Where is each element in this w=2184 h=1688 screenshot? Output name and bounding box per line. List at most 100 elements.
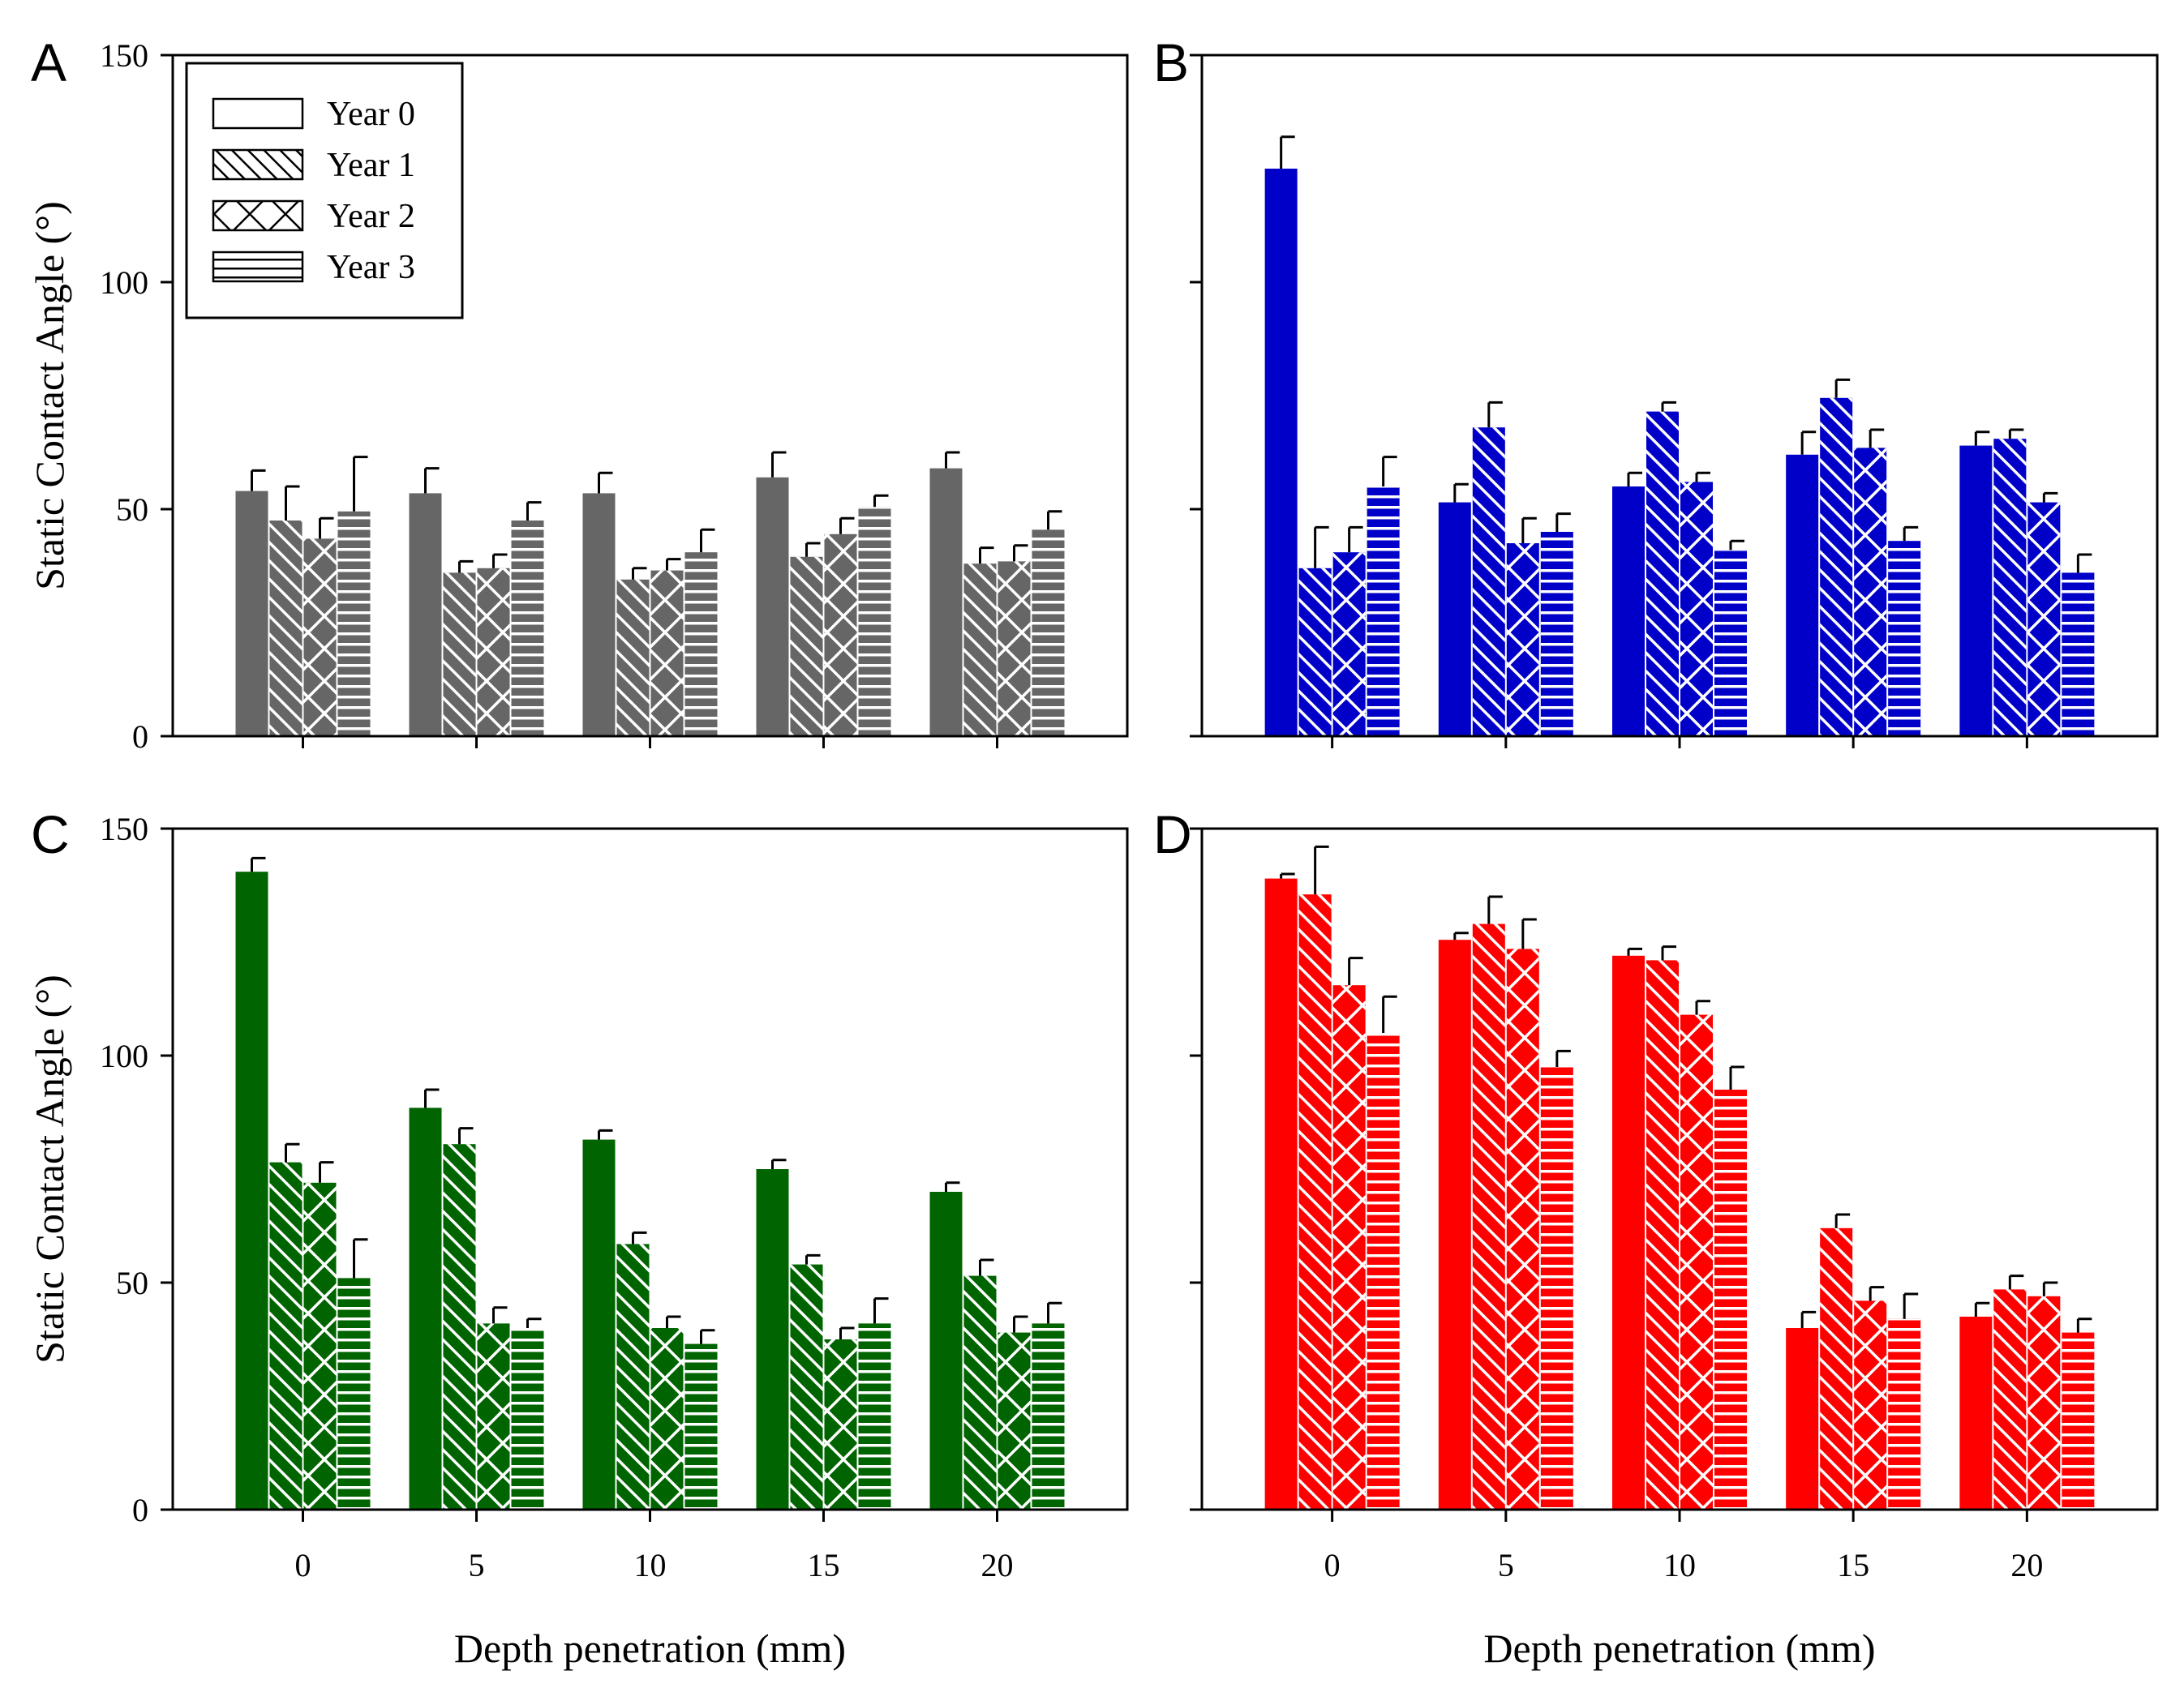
bar-hatch-p2-cat-0-year-3 (337, 1278, 371, 1510)
bar-p0-cat-20-year-0 (929, 468, 963, 736)
x-tick-label-p2-20: 20 (981, 1547, 1014, 1583)
bar-hatch-p2-cat-20-year-2 (998, 1332, 1031, 1510)
legend-swatch-year-3 (212, 251, 304, 283)
bar-hatch-p1-cat-15-year-1 (1820, 397, 1853, 736)
bar-p2-cat-10-year-0 (582, 1139, 616, 1510)
bar-p3-cat-10-year-0 (1612, 955, 1645, 1510)
bar-hatch-p0-cat-10-year-3 (684, 552, 718, 736)
bar-hatch-p1-cat-10-year-2 (1680, 482, 1713, 736)
x-tick-label-p2-0: 0 (295, 1547, 311, 1583)
y-axis-title-p2: Static Contact Angle (°) (27, 975, 72, 1364)
plot-frame-p2 (171, 827, 1129, 1511)
bar-p0-cat-5-year-0 (409, 493, 442, 736)
x-axis-title-p3: Depth penetration (mm) (1483, 1626, 1875, 1671)
x-tick-label-p3-20: 20 (2010, 1547, 2043, 1583)
bar-p0-cat-10-year-0 (582, 493, 616, 736)
bar-hatch-p0-cat-20-year-1 (963, 563, 997, 736)
bar-hatch-p1-cat-10-year-3 (1714, 550, 1747, 736)
y-tick-label-p0-50: 50 (116, 491, 148, 528)
plot-frame-p3 (1200, 827, 2159, 1511)
bar-hatch-p3-cat-15-year-3 (1888, 1318, 1921, 1510)
y-tick-label-p2-50: 50 (116, 1265, 148, 1301)
bar-p0-cat-0-year-0 (235, 491, 268, 736)
panel-letter-d: D (1153, 804, 1192, 864)
y-tick-label-p0-100: 100 (100, 264, 148, 301)
bar-hatch-p3-cat-5-year-1 (1472, 923, 1505, 1510)
bar-hatch-p0-cat-5-year-2 (477, 568, 510, 736)
bar-hatch-p0-cat-15-year-1 (790, 556, 823, 736)
panel-c: 0 5 10 15 20 0 50 100 150 Static Contact Angle (°… (27, 811, 1129, 1671)
bar-p2-cat-5-year-0 (409, 1107, 442, 1510)
y-tick-label-p0-0: 0 (132, 718, 148, 755)
bar-p0-cat-15-year-0 (756, 477, 789, 736)
bar-p3-cat-0-year-0 (1264, 878, 1298, 1510)
legend-label-year-0: Year 0 (327, 96, 415, 133)
bar-hatch-p0-cat-15-year-3 (858, 507, 891, 736)
bar-hatch-p3-cat-5-year-2 (1506, 949, 1539, 1510)
bar-hatch-p1-cat-5-year-3 (1540, 532, 1573, 736)
bar-hatch-p2-cat-0-year-2 (303, 1182, 337, 1510)
bar-hatch-p3-cat-0-year-2 (1332, 985, 1366, 1510)
y-tick-label-p2-0: 0 (132, 1492, 148, 1528)
bar-hatch-p0-cat-0-year-1 (269, 521, 302, 736)
bar-p2-cat-0-year-0 (235, 872, 268, 1510)
bar-p3-cat-15-year-0 (1786, 1328, 1819, 1510)
bar-hatch-p0-cat-0-year-2 (303, 538, 337, 736)
bar-hatch-p1-cat-15-year-2 (1854, 448, 1887, 736)
bar-hatch-p1-cat-5-year-1 (1472, 427, 1505, 736)
bar-p1-cat-15-year-0 (1786, 454, 1819, 736)
bar-hatch-p1-cat-0-year-1 (1298, 568, 1332, 736)
bar-hatch-p0-cat-20-year-2 (998, 561, 1031, 736)
bar-hatch-p0-cat-0-year-3 (337, 511, 371, 736)
bar-p1-cat-5-year-0 (1438, 502, 1471, 736)
bar-hatch-p2-cat-20-year-3 (1032, 1323, 1065, 1510)
bar-hatch-p3-cat-15-year-1 (1820, 1227, 1853, 1510)
y-tick-label-p2-100: 100 (100, 1038, 148, 1074)
bar-hatch-p2-cat-5-year-1 (443, 1144, 476, 1510)
bar-hatch-p3-cat-20-year-2 (2027, 1296, 2061, 1510)
bar-hatch-p2-cat-0-year-1 (269, 1162, 302, 1510)
bar-p1-cat-10-year-0 (1612, 486, 1645, 736)
legend-label-year-2: Year 2 (327, 198, 415, 235)
bar-p1-cat-20-year-0 (1959, 445, 1993, 736)
x-axis-title-p2: Depth penetration (mm) (454, 1626, 846, 1671)
bar-hatch-p2-cat-15-year-1 (790, 1264, 823, 1510)
bar-hatch-p1-cat-15-year-3 (1888, 541, 1921, 736)
bar-hatch-p0-cat-5-year-3 (511, 521, 544, 736)
bar-hatch-p2-cat-5-year-3 (511, 1328, 544, 1510)
y-tick-label-p0-150: 150 (100, 37, 148, 74)
bar-p1-cat-0-year-0 (1264, 169, 1298, 736)
y-tick-label-p2-150: 150 (100, 811, 148, 847)
panel-letter-c: C (31, 804, 70, 864)
bar-p3-cat-5-year-0 (1438, 940, 1471, 1510)
bar-hatch-p2-cat-10-year-2 (650, 1328, 684, 1510)
bar-hatch-p1-cat-20-year-1 (1993, 439, 2027, 736)
bar-hatch-p0-cat-5-year-1 (443, 572, 476, 736)
bar-hatch-p3-cat-0-year-3 (1367, 1033, 1400, 1510)
bar-hatch-p2-cat-10-year-3 (684, 1343, 718, 1510)
bar-hatch-p3-cat-15-year-2 (1854, 1300, 1887, 1510)
x-tick-label-p2-10: 10 (634, 1547, 667, 1583)
bar-hatch-p3-cat-10-year-1 (1646, 960, 1679, 1510)
bar-hatch-p0-cat-15-year-2 (824, 533, 857, 736)
x-tick-label-p3-0: 0 (1324, 1547, 1341, 1583)
y-axis-title-p0: Static Contact Angle (°) (27, 201, 72, 590)
bar-hatch-p1-cat-0-year-3 (1367, 486, 1400, 736)
panel-b (1190, 54, 2159, 748)
bar-hatch-p2-cat-5-year-2 (477, 1323, 510, 1510)
bar-hatch-p1-cat-10-year-1 (1646, 411, 1679, 736)
x-tick-label-p2-5: 5 (469, 1547, 485, 1583)
x-tick-label-p2-15: 15 (808, 1547, 840, 1583)
panel-d: 0 5 10 15 20 Depth penetration (mm) (1190, 827, 2159, 1671)
plot-frame-p1 (1200, 54, 2159, 738)
bar-hatch-p1-cat-20-year-2 (2027, 502, 2061, 736)
bar-hatch-p3-cat-20-year-3 (2062, 1332, 2095, 1510)
bar-hatch-p2-cat-15-year-3 (858, 1323, 891, 1510)
bar-hatch-p3-cat-0-year-1 (1298, 894, 1332, 1510)
panel-letter-b: B (1153, 32, 1189, 92)
bar-hatch-p2-cat-20-year-1 (963, 1275, 997, 1510)
bar-hatch-p3-cat-10-year-3 (1714, 1090, 1747, 1510)
bar-hatch-p0-cat-10-year-2 (650, 570, 684, 736)
legend-swatch-year-1 (212, 148, 304, 181)
